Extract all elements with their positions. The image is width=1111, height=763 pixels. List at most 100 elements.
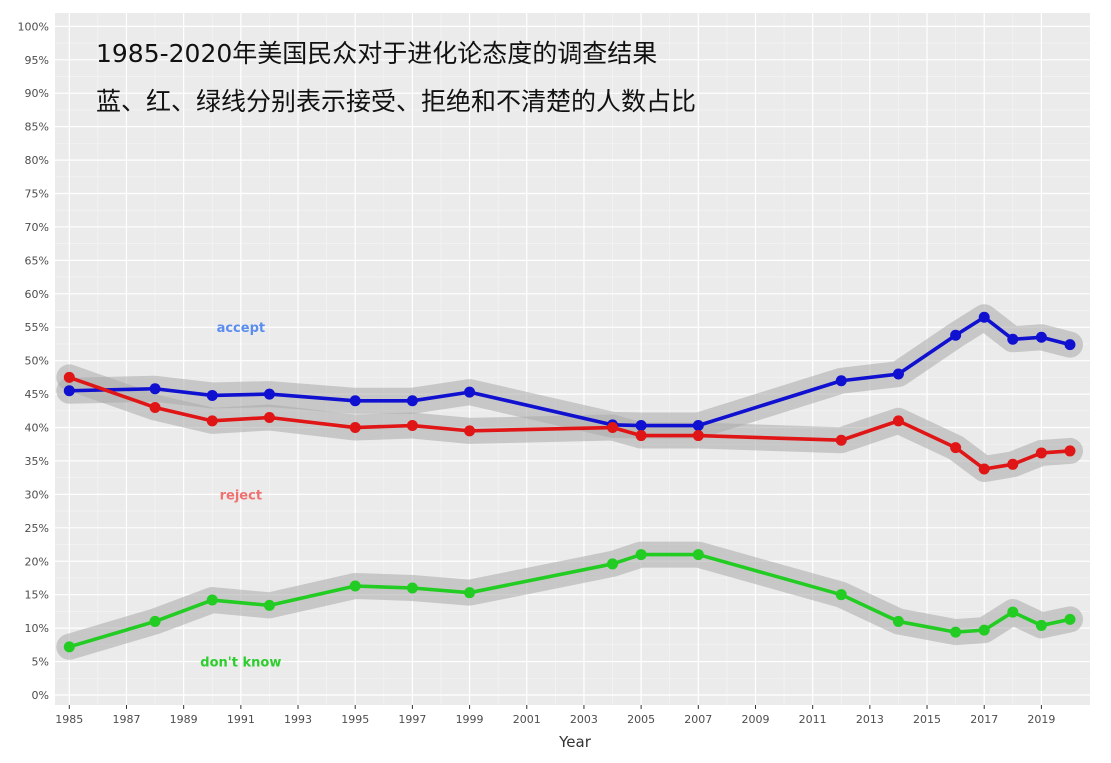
y-tick-label: 90% <box>25 87 49 100</box>
y-tick-label: 25% <box>25 522 49 535</box>
y-tick-label: 85% <box>25 121 49 134</box>
don-t-know-point <box>892 615 904 627</box>
y-tick-label: 5% <box>32 656 49 669</box>
don-t-know-point <box>464 587 476 599</box>
reject-point <box>692 430 704 442</box>
x-tick-label: 1991 <box>227 713 255 726</box>
y-tick-label: 80% <box>25 154 49 167</box>
y-tick-label: 75% <box>25 188 49 201</box>
reject-point <box>607 422 619 434</box>
reject-point <box>263 412 275 424</box>
don-t-know-point <box>1007 606 1019 618</box>
x-tick-label: 2007 <box>684 713 712 726</box>
don-t-know-point <box>607 558 619 570</box>
reject-point <box>149 401 161 413</box>
y-tick-label: 100% <box>18 20 49 33</box>
don-t-know-point <box>63 641 75 653</box>
don-t-know-point <box>206 594 218 606</box>
don-t-know-point <box>978 624 990 636</box>
accept-point <box>263 388 275 400</box>
accept-point <box>1007 333 1019 345</box>
y-tick-label: 60% <box>25 288 49 301</box>
reject-point <box>835 434 847 446</box>
y-tick-label: 30% <box>25 488 49 501</box>
x-tick-label: 2009 <box>741 713 769 726</box>
x-tick-label: 2005 <box>627 713 655 726</box>
y-tick-label: 35% <box>25 455 49 468</box>
x-tick-label: 2017 <box>970 713 998 726</box>
x-tick-label: 2015 <box>913 713 941 726</box>
accept-point <box>978 311 990 323</box>
reject-series-label: reject <box>220 488 262 503</box>
accept-point <box>1064 339 1076 351</box>
y-tick-label: 20% <box>25 555 49 568</box>
y-tick-label: 55% <box>25 321 49 334</box>
accept-point <box>349 395 361 407</box>
x-axis-label: Year <box>558 733 592 751</box>
accept-point <box>892 368 904 380</box>
x-tick-label: 1985 <box>55 713 83 726</box>
accept-point <box>835 375 847 387</box>
y-tick-label: 50% <box>25 355 49 368</box>
don-t-know-point <box>263 599 275 611</box>
reject-point <box>464 425 476 437</box>
reject-point <box>406 420 418 432</box>
x-tick-label: 2013 <box>856 713 884 726</box>
accept-point <box>950 329 962 341</box>
y-tick-label: 70% <box>25 221 49 234</box>
don-t-know-point <box>635 549 647 561</box>
reject-point <box>63 371 75 383</box>
x-tick-label: 2003 <box>570 713 598 726</box>
series-labels: accept reject don't know <box>200 321 281 670</box>
don-t-know-point <box>692 549 704 561</box>
series-points <box>63 311 1076 653</box>
accept-point <box>1035 331 1047 343</box>
y-tick-label: 95% <box>25 54 49 67</box>
accept-point <box>63 385 75 397</box>
accept-point <box>149 383 161 395</box>
accept-point <box>635 420 647 432</box>
x-tick-label: 2011 <box>799 713 827 726</box>
y-tick-label: 10% <box>25 622 49 635</box>
x-tick-label: 2019 <box>1027 713 1055 726</box>
don-t-know-point <box>1064 613 1076 625</box>
accept-series-label: accept <box>217 321 266 336</box>
reject-point <box>206 415 218 427</box>
y-tick-label: 65% <box>25 254 49 267</box>
annotation-subtitle: 蓝、红、绿线分别表示接受、拒绝和不清楚的人数占比 <box>96 87 696 116</box>
reject-point <box>349 422 361 434</box>
reject-point <box>950 442 962 454</box>
annotation-title: 1985-2020年美国民众对于进化论态度的调查结果 <box>96 39 657 68</box>
don-t-know-point <box>950 626 962 638</box>
y-tick-label: 15% <box>25 589 49 602</box>
don-t-know-point <box>149 615 161 627</box>
don-t-know-series-label: don't know <box>200 656 281 671</box>
don-t-know-point <box>1035 619 1047 631</box>
reject-point <box>635 430 647 442</box>
x-tick-label: 1997 <box>398 713 426 726</box>
x-tick-label: 1989 <box>170 713 198 726</box>
y-tick-label: 40% <box>25 422 49 435</box>
reject-point <box>1007 458 1019 470</box>
reject-point <box>892 415 904 427</box>
x-tick-label: 1995 <box>341 713 369 726</box>
x-tick-label: 1993 <box>284 713 312 726</box>
reject-point <box>1035 447 1047 459</box>
x-tick-label: 1987 <box>112 713 140 726</box>
accept-point <box>206 389 218 401</box>
x-axis-tick-labels: 1985 1987 1989 1991 1993 1995 1997 1999 2001 2003… <box>55 713 1055 726</box>
y-tick-label: 45% <box>25 388 49 401</box>
reject-point <box>978 463 990 475</box>
y-tick-label: 0% <box>32 689 49 702</box>
x-tick-label: 1999 <box>456 713 484 726</box>
don-t-know-point <box>349 580 361 592</box>
y-axis-tick-labels: 0% 5% 10% 15% 20% 25% 30% 35% 40% 45% 50% 55% 60% 65%… <box>18 20 49 702</box>
accept-point <box>406 395 418 407</box>
accept-point <box>464 386 476 398</box>
x-tick-label: 2001 <box>513 713 541 726</box>
don-t-know-point <box>835 589 847 601</box>
don-t-know-point <box>406 582 418 594</box>
reject-point <box>1064 445 1076 457</box>
